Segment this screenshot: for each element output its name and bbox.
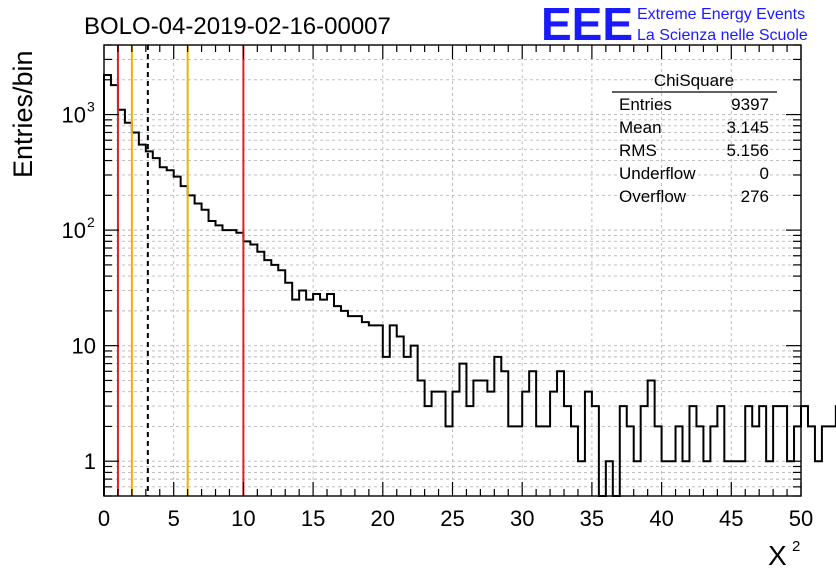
svg-text:X: X — [768, 540, 787, 571]
stats-label: Underflow — [619, 164, 696, 183]
x-tick-label: 5 — [168, 506, 180, 531]
x-ticks: 0 5 10 15 20 25 30 35 40 45 50 — [98, 45, 813, 531]
eee-logo: EEE — [541, 0, 633, 50]
stats-label: Mean — [619, 118, 662, 137]
reference-lines — [116, 45, 245, 496]
chart-title: BOLO-04-2019-02-16-00007 — [84, 13, 391, 40]
x-tick-label: 40 — [649, 506, 673, 531]
stats-value: 0 — [760, 164, 769, 183]
logo-line1: Extreme Energy Events — [637, 6, 805, 23]
x-tick-label: 50 — [789, 506, 813, 531]
y-tick-exponent: 2 — [87, 214, 95, 230]
stats-title: ChiSquare — [654, 71, 734, 90]
histogram-series — [103, 74, 836, 497]
y-tick-exponent: 3 — [87, 99, 95, 115]
stats-value: 276 — [741, 187, 769, 206]
grid-lines — [104, 45, 801, 496]
stats-value: 3.145 — [726, 118, 769, 137]
x-tick-label: 0 — [98, 506, 110, 531]
y-tick-label: 10 — [62, 103, 86, 128]
x-tick-label: 25 — [440, 506, 464, 531]
x-tick-label: 10 — [231, 506, 255, 531]
y-tick-label: 1 — [84, 449, 96, 474]
y-axis-label: Entries/bin — [8, 50, 38, 178]
stats-value: 5.156 — [726, 141, 769, 160]
stats-label: Entries — [619, 95, 672, 114]
x-tick-label: 35 — [580, 506, 604, 531]
x-tick-label: 15 — [301, 506, 325, 531]
histogram-outline — [103, 74, 836, 497]
x-axis-label: X 2 — [768, 538, 800, 571]
stats-label: Overflow — [619, 187, 687, 206]
y-tick-label: 10 — [62, 218, 86, 243]
stats-value: 9397 — [731, 95, 769, 114]
x-tick-label: 30 — [510, 506, 534, 531]
x-tick-label: 45 — [719, 506, 743, 531]
logo-line2: La Scienza nelle Scuole — [637, 27, 808, 44]
svg-text:2: 2 — [792, 538, 800, 555]
stats-box: ChiSquare Entries 9397 Mean 3.145 RMS 5.156 Un… — [612, 71, 777, 206]
x-tick-label: 20 — [371, 506, 395, 531]
y-tick-label: 10 — [72, 334, 96, 359]
stats-label: RMS — [619, 141, 657, 160]
